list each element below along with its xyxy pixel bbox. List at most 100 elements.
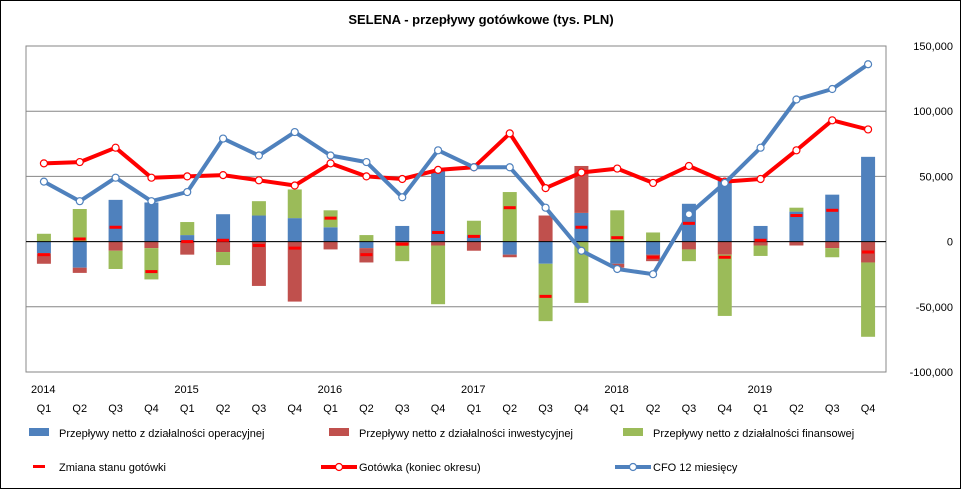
line-series [39,60,873,279]
bar [753,241,768,246]
cash-change-marker [73,237,86,241]
bar [717,179,732,242]
quarter-label: Q4 [574,403,589,415]
line-point [828,116,837,125]
legend-label: Zmiana stanu gotówki [59,462,166,474]
quarter-label: Q4 [861,403,876,415]
cash-change-marker [790,214,803,218]
cash-change-marker [682,221,695,225]
quarter-label: Q3 [395,403,410,415]
line-point [505,129,514,138]
bar [144,202,159,242]
legend-label: Gotówka (koniec okresu) [359,462,481,474]
bar [144,248,159,280]
y-tick-label: 100,000 [913,106,953,118]
bar [538,241,553,264]
line-point [613,264,622,274]
line-point [577,168,586,177]
line-point [541,203,550,212]
bar [108,241,123,251]
bar [251,201,266,216]
bar [36,253,51,264]
bar [753,245,768,256]
bar [287,189,302,219]
line-point [183,172,192,181]
quarter-label: Q2 [789,403,804,415]
line-point [254,176,264,185]
bar [108,250,123,269]
bar [180,235,195,242]
bar [216,252,231,266]
bar [251,241,266,286]
line-point [290,127,299,137]
bar [789,241,804,246]
bar [610,210,625,242]
legend-swatch-point [334,462,344,472]
bar [717,241,732,255]
line-point [75,197,84,206]
line-point [147,173,156,182]
year-label: 2018 [604,384,628,396]
line-point [577,246,586,255]
cash-change-marker [432,230,445,234]
bar [36,241,51,254]
bar [180,241,195,255]
cash-change-marker [575,225,588,229]
legend-item: Przepływy netto z działalności inwestycy… [329,428,573,440]
line-point [433,165,443,174]
legend-label: Przepływy netto z działalności inwestycy… [359,428,573,440]
bar [108,199,123,242]
line-point [39,159,49,168]
bar [395,245,410,262]
line-point [326,159,335,168]
cash-change-marker [826,208,839,212]
bar [861,156,876,242]
line-point [863,125,873,134]
cash-change-marker [862,250,875,254]
legend-swatch [29,428,49,436]
bar [431,241,446,246]
bar [789,211,804,242]
quarter-label: Q1 [753,403,768,415]
bar [681,249,696,262]
line-point [613,164,622,173]
legend-swatch-point [628,462,638,472]
cash-change-marker [754,238,767,242]
line-point [254,151,264,160]
bar [502,254,517,258]
bar [323,241,338,250]
y-tick-label: -100,000 [910,367,953,379]
legend: Przepływy netto z działalności operacyjn… [29,428,854,474]
bar [431,245,446,305]
bar [287,241,302,302]
bar [359,241,374,249]
line-point [505,163,514,172]
plot-area [25,45,887,373]
cash-change-marker [503,206,516,210]
bar [502,192,517,242]
y-tick-label: 150,000 [913,41,953,53]
cash-change-marker [718,255,731,259]
line-point [756,174,765,184]
quarter-label: Q3 [682,403,697,415]
cash-change-marker [467,234,480,238]
line-point [147,197,156,206]
line-point [684,161,694,171]
cash-change-marker [252,244,265,248]
bar [180,222,195,236]
bar [216,214,231,242]
series-line [42,62,870,277]
bar [144,241,159,249]
quarter-label: Q2 [72,403,87,415]
y-tick-label: -50,000 [916,302,953,314]
y-tick-label: 50,000 [919,171,953,183]
bar [72,267,87,273]
line-point [720,178,729,188]
quarter-label: Q3 [538,403,553,415]
legend-swatch [33,465,45,468]
bar [717,254,732,316]
quarter-label: Q3 [252,403,267,415]
line-point [218,170,228,180]
